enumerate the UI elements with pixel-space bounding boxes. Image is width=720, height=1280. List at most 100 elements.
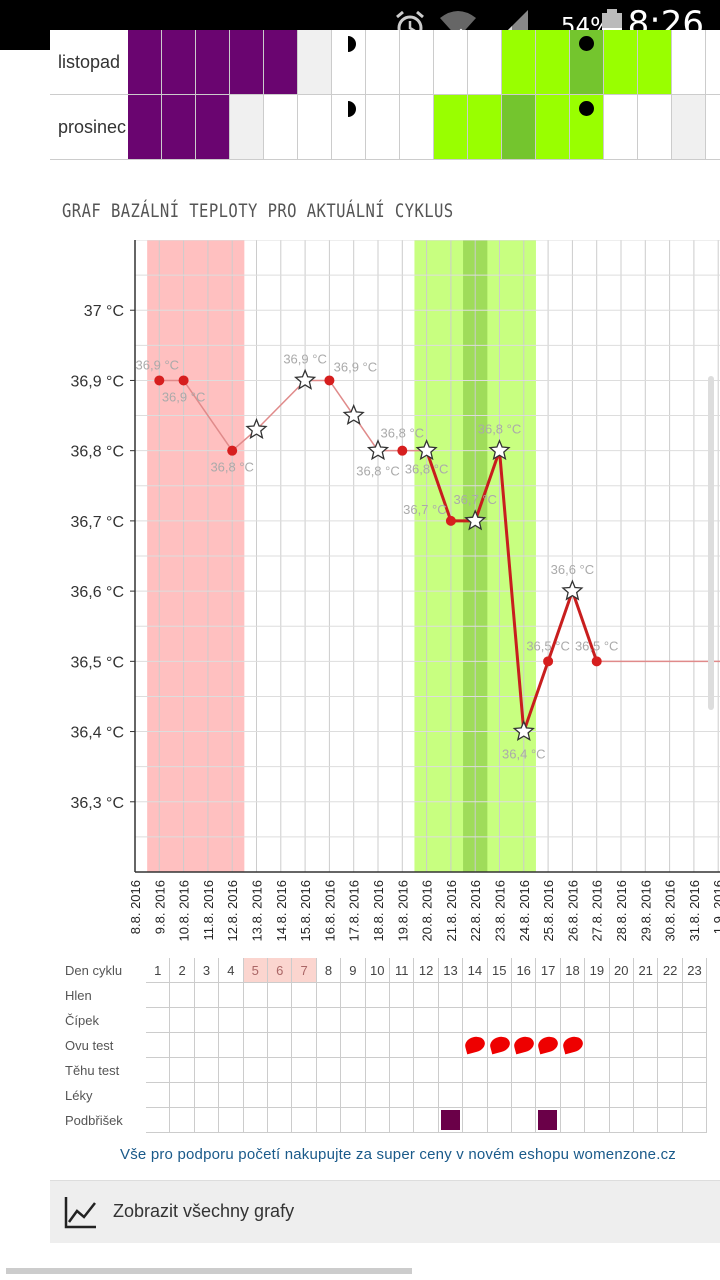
- grid-cell[interactable]: [682, 1083, 708, 1108]
- grid-cell[interactable]: [560, 983, 586, 1008]
- grid-cell[interactable]: [609, 983, 634, 1008]
- grid-cell[interactable]: [414, 1033, 439, 1058]
- eshop-ad-link[interactable]: Vše pro podporu početí nakupujte za supe…: [120, 1146, 676, 1163]
- grid-cell[interactable]: [365, 983, 390, 1008]
- grid-cell[interactable]: [682, 1058, 708, 1083]
- calendar-day-cell[interactable]: [536, 30, 570, 95]
- calendar-day-cell[interactable]: [468, 30, 502, 95]
- grid-cell[interactable]: [170, 1008, 195, 1033]
- calendar-day-cell[interactable]: [196, 95, 230, 160]
- calendar-day-cell[interactable]: [672, 30, 706, 95]
- grid-cell[interactable]: [512, 1033, 537, 1058]
- grid-cell[interactable]: [268, 1108, 293, 1133]
- grid-cell[interactable]: [146, 1033, 171, 1058]
- calendar-day-cell[interactable]: [706, 30, 720, 95]
- grid-cell[interactable]: [390, 1008, 415, 1033]
- grid-cell[interactable]: [365, 1008, 390, 1033]
- grid-cell[interactable]: [243, 1058, 268, 1083]
- grid-cell[interactable]: [316, 1058, 342, 1083]
- grid-cell[interactable]: [438, 1058, 464, 1083]
- grid-cell[interactable]: [243, 1108, 268, 1133]
- grid-cell[interactable]: [463, 983, 488, 1008]
- calendar-day-cell[interactable]: [230, 95, 264, 160]
- grid-cell[interactable]: [292, 1083, 317, 1108]
- grid-cell[interactable]: [316, 1033, 342, 1058]
- grid-cell[interactable]: [194, 1083, 220, 1108]
- grid-cell[interactable]: [634, 1008, 659, 1033]
- grid-cell[interactable]: [536, 1008, 561, 1033]
- grid-cell[interactable]: [194, 1058, 220, 1083]
- grid-cell[interactable]: [682, 983, 708, 1008]
- calendar-day-cell[interactable]: [502, 30, 536, 95]
- grid-cell[interactable]: [365, 1083, 390, 1108]
- grid-cell[interactable]: [414, 1058, 439, 1083]
- grid-cell[interactable]: [243, 1033, 268, 1058]
- grid-cell[interactable]: [243, 1008, 268, 1033]
- grid-cell[interactable]: [512, 1108, 537, 1133]
- grid-cell[interactable]: [438, 983, 464, 1008]
- grid-cell[interactable]: [414, 1083, 439, 1108]
- grid-cell[interactable]: [414, 983, 439, 1008]
- calendar-day-cell[interactable]: [400, 30, 434, 95]
- grid-cell[interactable]: [219, 1033, 244, 1058]
- grid-cell[interactable]: [487, 983, 512, 1008]
- calendar-day-cell[interactable]: [162, 95, 196, 160]
- grid-cell[interactable]: [146, 983, 171, 1008]
- vertical-scrollbar[interactable]: [708, 376, 714, 710]
- grid-cell[interactable]: [512, 1083, 537, 1108]
- grid-cell[interactable]: [414, 1108, 439, 1133]
- grid-cell[interactable]: [609, 1008, 634, 1033]
- grid-cell[interactable]: [560, 1008, 586, 1033]
- show-all-graphs-button[interactable]: Zobrazit všechny grafy: [50, 1180, 720, 1243]
- calendar-day-cell[interactable]: [502, 95, 536, 160]
- calendar-day-cell[interactable]: [638, 30, 672, 95]
- grid-cell[interactable]: [292, 1033, 317, 1058]
- grid-cell[interactable]: [487, 1108, 512, 1133]
- grid-cell[interactable]: [658, 1083, 683, 1108]
- grid-cell[interactable]: [658, 1108, 683, 1133]
- grid-cell[interactable]: [487, 1058, 512, 1083]
- grid-cell[interactable]: [292, 983, 317, 1008]
- grid-cell[interactable]: [585, 1083, 610, 1108]
- calendar-day-cell[interactable]: [230, 30, 264, 95]
- grid-cell[interactable]: [292, 1108, 317, 1133]
- calendar-day-cell[interactable]: [434, 95, 468, 160]
- grid-cell[interactable]: [341, 1083, 366, 1108]
- grid-cell[interactable]: [316, 1108, 342, 1133]
- grid-cell[interactable]: [634, 1058, 659, 1083]
- grid-cell[interactable]: [463, 1058, 488, 1083]
- calendar-day-cell[interactable]: [264, 30, 298, 95]
- grid-cell[interactable]: [414, 1008, 439, 1033]
- grid-cell[interactable]: [268, 1033, 293, 1058]
- calendar-day-cell[interactable]: [434, 30, 468, 95]
- grid-cell[interactable]: [536, 1108, 561, 1133]
- grid-cell[interactable]: [390, 1058, 415, 1083]
- grid-cell[interactable]: [170, 1083, 195, 1108]
- grid-cell[interactable]: [341, 983, 366, 1008]
- grid-cell[interactable]: [658, 1058, 683, 1083]
- grid-cell[interactable]: [585, 1008, 610, 1033]
- grid-cell[interactable]: [658, 983, 683, 1008]
- grid-cell[interactable]: [658, 1033, 683, 1058]
- grid-cell[interactable]: [219, 983, 244, 1008]
- grid-cell[interactable]: [243, 983, 268, 1008]
- calendar-day-cell[interactable]: [604, 30, 638, 95]
- grid-cell[interactable]: [463, 1083, 488, 1108]
- grid-cell[interactable]: [682, 1033, 708, 1058]
- calendar-day-cell[interactable]: [366, 30, 400, 95]
- grid-cell[interactable]: [341, 1008, 366, 1033]
- grid-cell[interactable]: [560, 1058, 586, 1083]
- grid-cell[interactable]: [341, 1108, 366, 1133]
- calendar-day-cell[interactable]: [570, 95, 604, 160]
- calendar-day-cell[interactable]: [332, 30, 366, 95]
- grid-cell[interactable]: [609, 1033, 634, 1058]
- grid-cell[interactable]: [268, 1008, 293, 1033]
- grid-cell[interactable]: [634, 1033, 659, 1058]
- grid-cell[interactable]: [219, 1083, 244, 1108]
- grid-cell[interactable]: [585, 1033, 610, 1058]
- grid-cell[interactable]: [268, 1083, 293, 1108]
- grid-cell[interactable]: [634, 983, 659, 1008]
- grid-cell[interactable]: [609, 1108, 634, 1133]
- grid-cell[interactable]: [487, 1033, 512, 1058]
- grid-cell[interactable]: [170, 1058, 195, 1083]
